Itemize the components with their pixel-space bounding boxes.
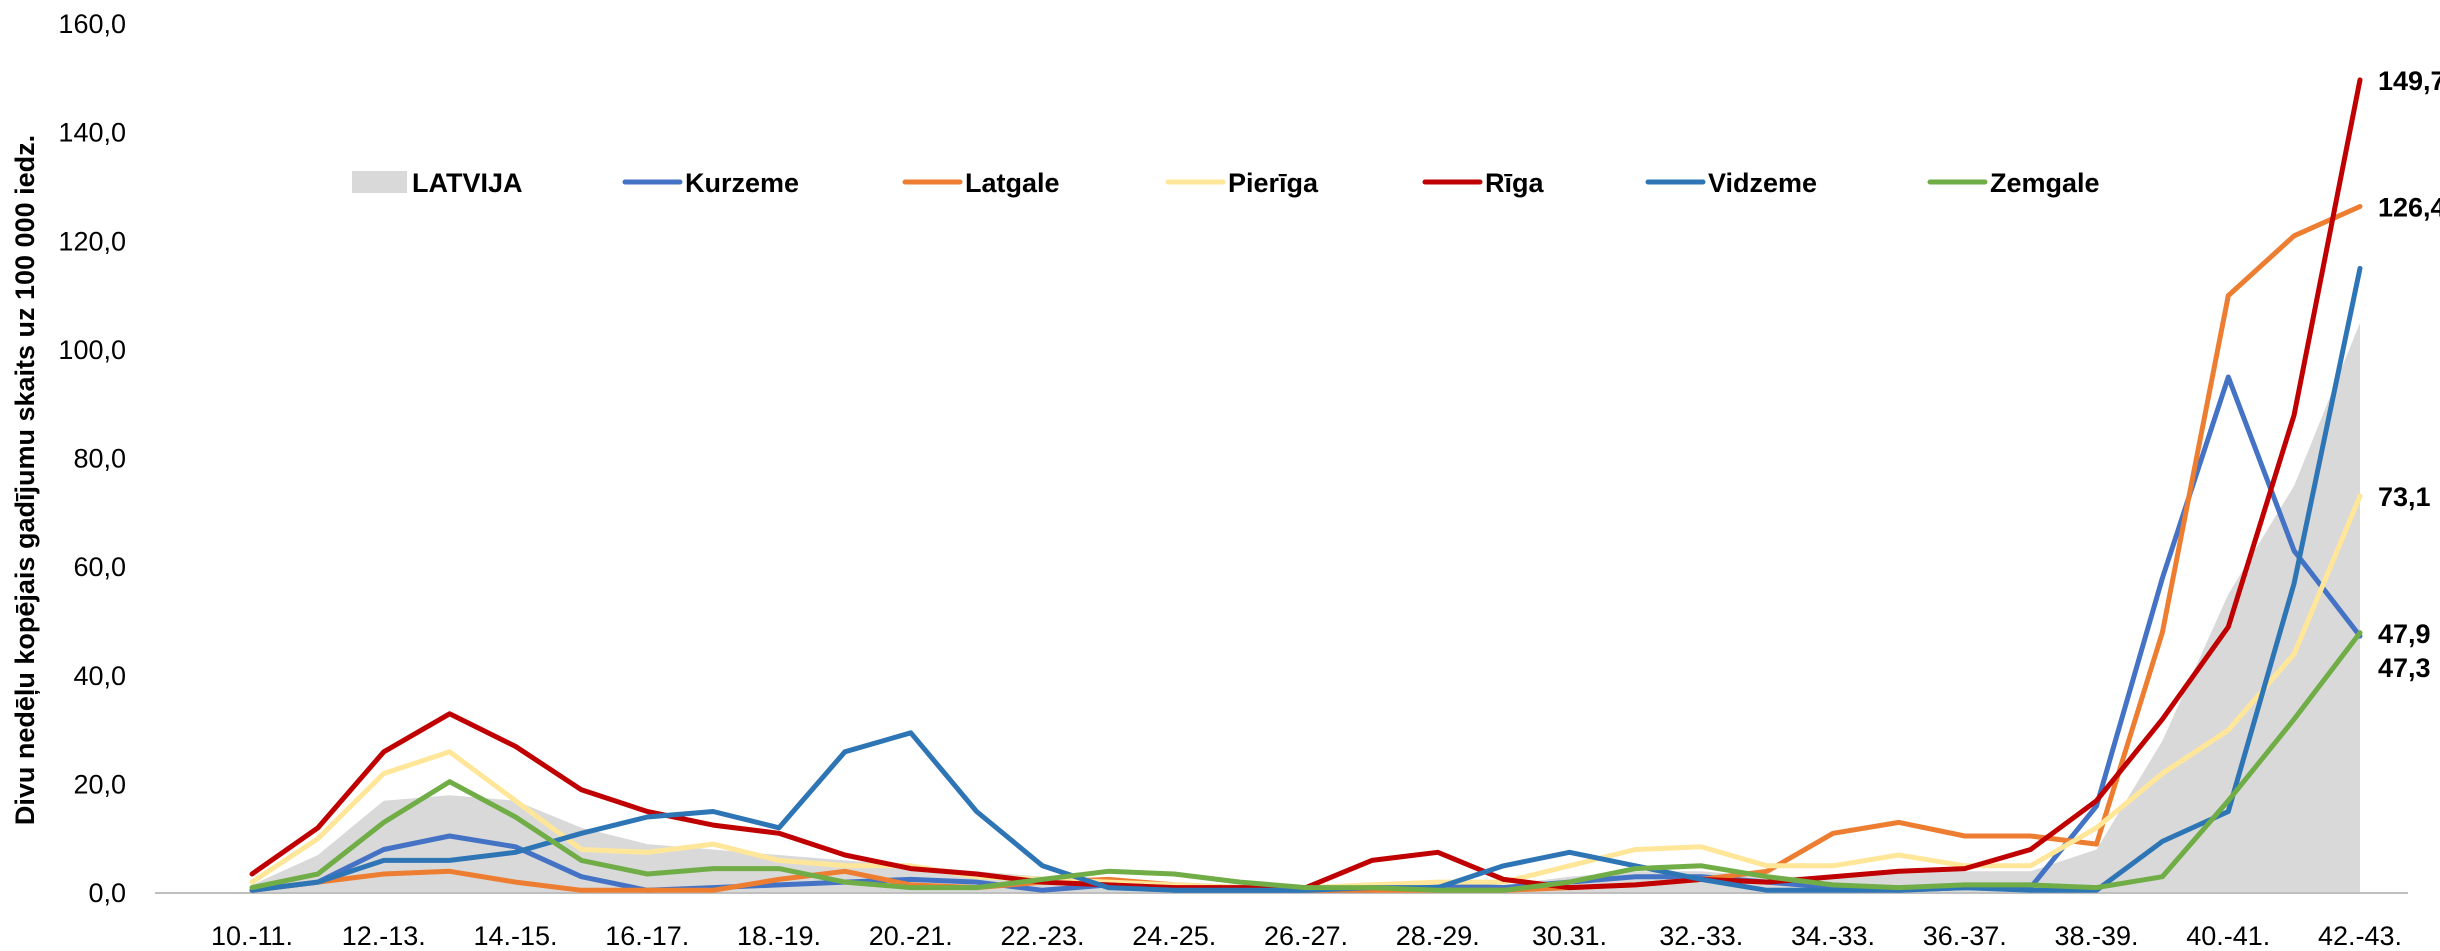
x-tick-label: 12.-13. [342, 921, 426, 951]
data-labels: 149,7 126,4 73,1 47,9 47,3 [2378, 66, 2440, 683]
x-tick-label: 16.-17. [605, 921, 689, 951]
y-tick-label: 80,0 [73, 444, 126, 474]
legend-item-riga: Rīga [1422, 168, 1544, 198]
legend-swatch [352, 171, 407, 193]
x-tick-label: 32.-33. [1659, 921, 1743, 951]
legend-item-vidzeme: Vidzeme [1645, 168, 1817, 198]
data-label: 47,9 [2378, 619, 2431, 649]
legend-item-zemgale: Zemgale [1927, 168, 2100, 198]
x-tick-label: 24.-25. [1132, 921, 1216, 951]
x-tick-labels: 10.-11. 12.-13. 14.-15. 16.-17. 18.-19. 20.-2… [211, 921, 2402, 951]
legend-label: Zemgale [1990, 168, 2100, 198]
legend-item-kurzeme: Kurzeme [622, 168, 799, 198]
legend-label: Vidzeme [1708, 168, 1817, 198]
x-tick-label: 34.-33. [1791, 921, 1875, 951]
y-tick-label: 40,0 [73, 661, 126, 691]
legend-item-latgale: Latgale [902, 168, 1060, 198]
series-line-vidzeme [249, 265, 2363, 893]
x-tick-label: 26.-27. [1264, 921, 1348, 951]
series-line-zemgale [249, 630, 2363, 893]
x-tick-label: 38.-39. [2054, 921, 2138, 951]
legend-label: Kurzeme [685, 168, 799, 198]
y-tick-label: 100,0 [58, 335, 126, 365]
legend-label: Rīga [1485, 168, 1544, 198]
x-tick-label: 20.-21. [869, 921, 953, 951]
legend-item-latvija: LATVIJA [352, 168, 523, 198]
x-tick-label: 36.-37. [1923, 921, 2007, 951]
legend: LATVIJA Kurzeme Latgale Pierīga Rīga Vidzeme Z… [352, 168, 2100, 198]
data-label: 73,1 [2378, 482, 2431, 512]
y-tick-label: 120,0 [58, 226, 126, 256]
data-label: 126,4 [2378, 192, 2440, 222]
legend-label: Pierīga [1228, 168, 1319, 198]
x-tick-label: 28.-29. [1396, 921, 1480, 951]
x-tick-label: 30.31. [1532, 921, 1607, 951]
x-tick-label: 10.-11. [211, 921, 293, 951]
series-area-latvija [252, 322, 2360, 893]
y-tick-label: 20,0 [73, 769, 126, 799]
series-line-latgale [249, 204, 2363, 893]
data-label: 149,7 [2378, 66, 2440, 96]
area-layer [252, 322, 2360, 893]
series-line-kurzeme [249, 374, 2363, 893]
x-tick-label: 40.-41. [2186, 921, 2270, 951]
x-tick-label: 42.-43. [2318, 921, 2402, 951]
x-tick-label: 22.-23. [1000, 921, 1084, 951]
legend-label: Latgale [965, 168, 1060, 198]
x-tick-label: 14.-15. [473, 921, 557, 951]
y-axis-label: Divu nedēļu kopējais gadījumu skaits uz … [10, 135, 40, 825]
x-tick-label: 18.-19. [737, 921, 821, 951]
data-label: 47,3 [2378, 653, 2431, 683]
y-tick-label: 60,0 [73, 552, 126, 582]
y-tick-labels: 0,0 20,0 40,0 60,0 80,0 100,0 120,0 140,0 160,0 [58, 9, 126, 908]
y-tick-label: 0,0 [88, 878, 126, 908]
legend-item-pieriga: Pierīga [1165, 168, 1319, 198]
lines-layer [249, 77, 2363, 893]
y-tick-label: 160,0 [58, 9, 126, 39]
series-line-riga [249, 77, 2363, 891]
y-tick-label: 140,0 [58, 118, 126, 148]
legend-label: LATVIJA [412, 168, 523, 198]
